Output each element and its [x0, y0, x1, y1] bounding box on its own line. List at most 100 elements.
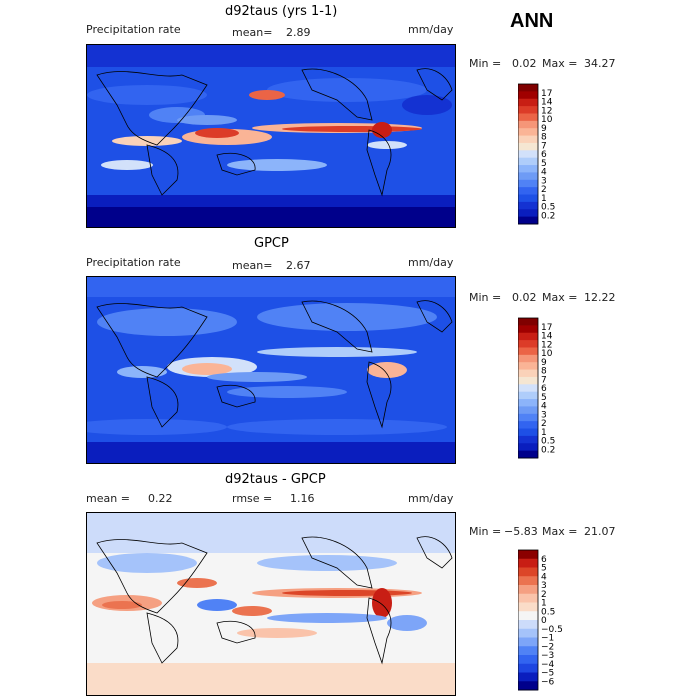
colorbar-tick-label: 1: [541, 194, 547, 204]
colorbar-swatch: [518, 376, 538, 385]
min-label: Min =: [469, 57, 502, 70]
colorbar-swatch: [518, 209, 538, 218]
colorbar-tick-label: 8: [541, 133, 547, 143]
colorbar-tick-label: 17: [541, 323, 552, 333]
colorbar: 6 5 4 3 2 1 0.5 0 −0.5 −1 −2 −3 −4 −5 −6: [517, 548, 598, 698]
colorbar-tick-label: 6: [541, 555, 547, 565]
colorbar-tick-label: 2: [541, 419, 547, 429]
colorbar-tick-label: 5: [541, 159, 547, 169]
colorbar-swatch: [518, 201, 538, 210]
colorbar-tick-label: 6: [541, 150, 547, 160]
colorbar-swatch: [518, 187, 538, 196]
colorbar-swatch: [518, 135, 538, 144]
rmse-value: 1.16: [290, 492, 315, 505]
colorbar-tick-label: 7: [541, 141, 547, 151]
colorbar-swatch: [518, 593, 538, 603]
colorbar-swatch: [518, 318, 538, 326]
max-label: Max =: [542, 57, 578, 70]
colorbar-tick-label: 6: [541, 384, 547, 394]
colorbar-tick-label: 14: [541, 332, 553, 342]
mean-value: 2.67: [286, 259, 311, 272]
panel-title: GPCP: [254, 236, 289, 251]
colorbar-swatch: [518, 165, 538, 173]
colorbar-swatch: [518, 128, 538, 137]
colorbar-swatch: [518, 179, 538, 188]
precip-map: [86, 276, 456, 464]
colorbar-swatch: [518, 362, 538, 371]
colorbar-tick-label: 9: [541, 358, 547, 368]
colorbar-swatch: [518, 663, 538, 673]
colorbar-swatch: [518, 340, 538, 348]
panel-title: d92taus (yrs 1-1): [225, 4, 338, 19]
colorbar-swatch: [518, 620, 538, 630]
max-value: 34.27: [584, 57, 616, 70]
colorbar-swatch: [518, 421, 538, 430]
colorbar-tick-label: 12: [541, 340, 552, 350]
colorbar-swatch: [518, 399, 538, 407]
max-label: Max =: [542, 291, 578, 304]
colorbar-swatch: [518, 602, 538, 612]
colorbar-swatch: [518, 558, 538, 568]
colorbar-tick-label: 3: [541, 176, 547, 186]
colorbar-swatch: [518, 550, 538, 560]
colorbar-tick-label: 2: [541, 185, 547, 195]
colorbar-swatch: [518, 120, 538, 129]
colorbar-tick-label: 4: [541, 402, 547, 412]
colorbar-swatch: [518, 113, 538, 122]
difference-map: [86, 512, 456, 696]
colorbar-tick-label: 0.5: [541, 203, 555, 213]
colorbar-tick-label: −4: [541, 660, 555, 670]
colorbar-swatch: [518, 611, 538, 621]
colorbar-tick-label: −0.5: [541, 625, 563, 635]
colorbar-tick-label: 10: [541, 115, 553, 125]
precip-map: [86, 44, 456, 228]
colorbar-frame: [517, 83, 539, 225]
colorbar-swatch: [518, 391, 538, 400]
mean-label: mean=: [232, 259, 273, 272]
colorbar: 17 14 12 10 9 8 7 6 5 4 3 2 1 0.5 0.2: [517, 82, 598, 232]
colorbar-swatch: [518, 681, 538, 691]
max-value: 12.22: [584, 291, 616, 304]
min-value: 0.02: [512, 291, 537, 304]
colorbar-swatch: [518, 172, 538, 181]
colorbar-tick-label: 9: [541, 124, 547, 134]
colorbar: 17 14 12 10 9 8 7 6 5 4 3 2 1 0.5 0.2: [517, 316, 598, 466]
colorbar-swatch: [518, 106, 538, 114]
colorbar-swatch: [518, 194, 538, 203]
colorbar-tick-label: −6: [541, 677, 555, 687]
colorbar-tick-label: −5: [541, 669, 554, 679]
colorbar-tick-label: 17: [541, 89, 552, 99]
colorbar-swatch: [518, 150, 538, 159]
colorbar-tick-label: 1: [541, 599, 547, 609]
colorbar-tick-label: 12: [541, 106, 552, 116]
mean-value: 2.89: [286, 26, 311, 39]
colorbar-swatch: [518, 655, 538, 665]
colorbar-swatch: [518, 216, 538, 225]
colorbar-tick-label: 5: [541, 393, 547, 403]
colorbar-swatch: [518, 435, 538, 444]
colorbar-tick-label: 10: [541, 349, 553, 359]
colorbar-tick-label: 0.5: [541, 437, 555, 447]
colorbar-tick-label: 3: [541, 581, 547, 591]
colorbar-swatch: [518, 91, 538, 100]
colorbar-tick-label: 0: [541, 616, 547, 626]
variable-label: Precipitation rate: [86, 23, 181, 36]
colorbar-tick-label: 4: [541, 572, 547, 582]
units-label: mm/day: [408, 492, 454, 505]
colorbar-swatch: [518, 672, 538, 682]
colorbar-tick-label: 0.5: [541, 607, 555, 617]
colorbar-tick-label: 7: [541, 375, 547, 385]
variable-label: Precipitation rate: [86, 256, 181, 269]
colorbar-swatch: [518, 450, 538, 459]
max-label: Max =: [542, 525, 578, 538]
colorbar-swatch: [518, 413, 538, 422]
mean-label: mean=: [232, 26, 273, 39]
min-value: 0.02: [512, 57, 537, 70]
colorbar-tick-label: 8: [541, 367, 547, 377]
colorbar-tick-label: 4: [541, 168, 547, 178]
colorbar-swatch: [518, 406, 538, 415]
colorbar-swatch: [518, 332, 538, 341]
colorbar-swatch: [518, 428, 538, 437]
colorbar-tick-label: 1: [541, 428, 547, 438]
colorbar-swatch: [518, 384, 538, 393]
